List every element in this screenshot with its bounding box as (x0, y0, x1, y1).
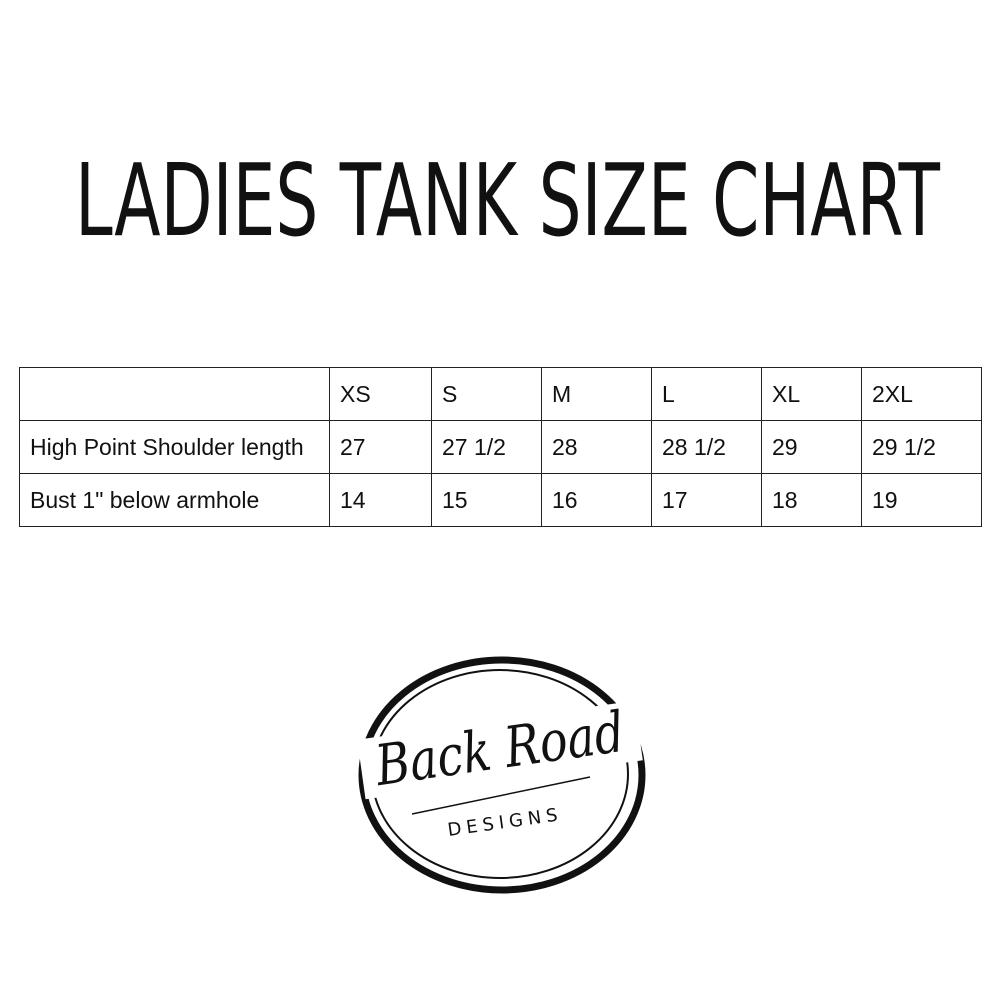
header-text: S (442, 380, 458, 407)
table-cell: 18 (761, 473, 862, 527)
header-text: M (552, 380, 572, 407)
table-cell: 29 (761, 420, 862, 474)
table-row: Bust 1" below armhole 14 15 16 17 18 19 (19, 473, 982, 527)
title-text: LADIES TANK SIZE CHART (75, 142, 941, 250)
table-cell: 29 1/2 (861, 420, 982, 474)
cell-text: 28 (552, 433, 578, 460)
header-cell: M (541, 367, 652, 421)
cell-text: 27 (340, 433, 366, 460)
logo-subtitle-text: DESIGNS (446, 804, 564, 841)
header-cell: XL (761, 367, 862, 421)
cell-text: 14 (340, 486, 366, 513)
header-cell: 2XL (861, 367, 982, 421)
table-cell: 27 1/2 (431, 420, 542, 474)
header-cell: L (651, 367, 762, 421)
cell-text: 15 (442, 486, 468, 513)
cell-text: 16 (552, 486, 578, 513)
header-cell (19, 367, 330, 421)
header-row: XS S M L XL 2XL (19, 367, 982, 421)
cell-text: 29 1/2 (872, 433, 936, 460)
size-table: XS S M L XL 2XL High Point Shoulder leng… (19, 367, 982, 527)
table-cell: 17 (651, 473, 762, 527)
cell-text: 19 (872, 486, 898, 513)
header-cell: S (431, 367, 542, 421)
row-label-text: Bust 1" below armhole (30, 486, 260, 513)
logo-underline (411, 776, 591, 815)
table-cell: 16 (541, 473, 652, 527)
header-cell: XS (329, 367, 432, 421)
cell-text: 27 1/2 (442, 433, 506, 460)
logo-script-text: Back Road (371, 700, 628, 799)
table-row: High Point Shoulder length 27 27 1/2 28 … (19, 420, 982, 474)
cell-text: 28 1/2 (662, 433, 726, 460)
header-text: XL (772, 380, 801, 407)
table-cell: 15 (431, 473, 542, 527)
header-text: 2XL (872, 380, 913, 407)
row-label: High Point Shoulder length (19, 420, 330, 474)
row-label-text: High Point Shoulder length (30, 433, 304, 460)
cell-text: 29 (772, 433, 798, 460)
header-text: XS (340, 380, 371, 407)
brand-logo: Back Road DESIGNS (357, 656, 646, 894)
cell-text: 18 (772, 486, 798, 513)
page-title: LADIES TANK SIZE CHART (75, 142, 941, 250)
cell-text: 17 (662, 486, 688, 513)
table-cell: 27 (329, 420, 432, 474)
table-cell: 14 (329, 473, 432, 527)
table-cell: 28 1/2 (651, 420, 762, 474)
table-cell: 19 (861, 473, 982, 527)
header-text: L (662, 380, 675, 407)
logo-outer-ring (358, 656, 646, 894)
table-cell: 28 (541, 420, 652, 474)
row-label: Bust 1" below armhole (19, 473, 330, 527)
